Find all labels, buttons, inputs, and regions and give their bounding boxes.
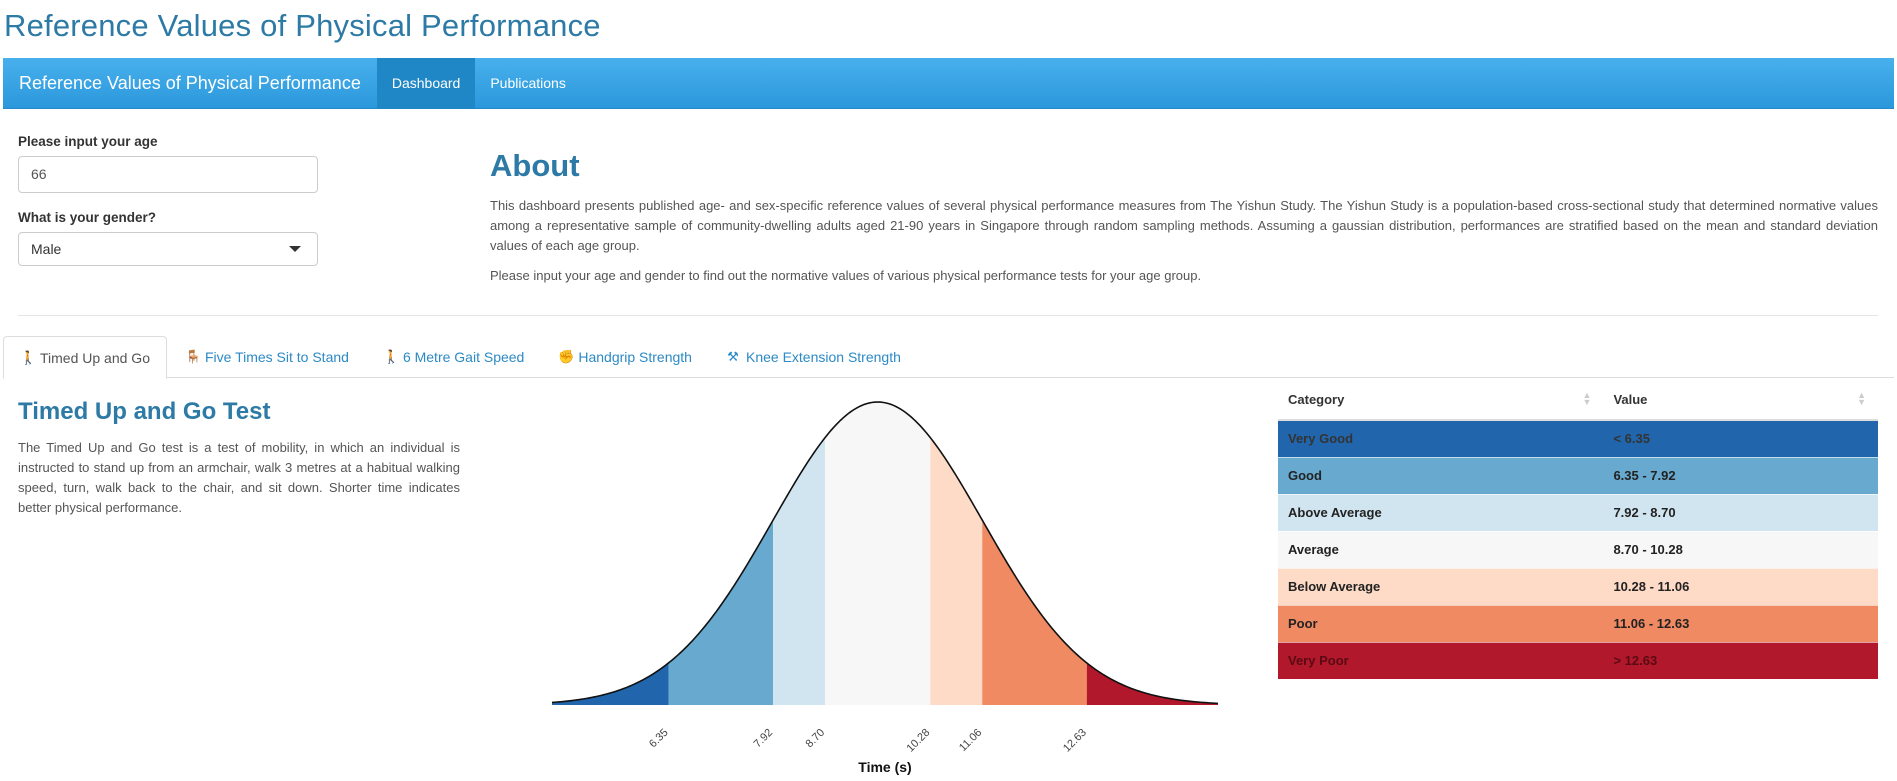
gender-selected-value: Male bbox=[31, 241, 62, 257]
table-row: Above Average 7.92 - 8.70 bbox=[1278, 493, 1878, 531]
about-title: About bbox=[490, 148, 580, 183]
x-axis-label: Time (s) bbox=[858, 759, 911, 775]
tab-label: Timed Up and Go bbox=[40, 349, 150, 366]
value-cell: 10.28 - 11.06 bbox=[1603, 567, 1878, 605]
category-cell: Above Average bbox=[1278, 493, 1604, 531]
normal-distribution-chart: 6.35 7.92 8.70 10.28 11.06 12.63 Time (s) bbox=[551, 401, 1219, 775]
category-cell: Very Poor bbox=[1278, 641, 1604, 679]
section-divider bbox=[18, 315, 1878, 316]
test-tabs: 🚶 Timed Up and Go 🪑 Five Times Sit to St… bbox=[3, 336, 1894, 379]
tab-label: Handgrip Strength bbox=[578, 349, 692, 365]
column-header-value[interactable]: Value ▲ ▼ bbox=[1603, 380, 1878, 421]
distribution-band bbox=[773, 437, 826, 705]
gender-select[interactable]: Male bbox=[18, 232, 318, 266]
distribution-band bbox=[552, 662, 669, 705]
tab-label: 6 Metre Gait Speed bbox=[402, 349, 525, 365]
sort-icon: ▲ ▼ bbox=[1857, 390, 1866, 407]
tab-label: Five Times Sit to Stand bbox=[204, 349, 349, 365]
age-label: Please input your age bbox=[18, 134, 158, 149]
distribution-curve bbox=[551, 401, 1219, 705]
nav-publications[interactable]: Publications bbox=[490, 74, 566, 91]
x-tick-label: 11.06 bbox=[957, 727, 984, 754]
x-tick-label: 6.35 bbox=[647, 727, 671, 751]
category-cell: Below Average bbox=[1278, 567, 1604, 605]
table-row: Very Poor > 12.63 bbox=[1278, 641, 1878, 679]
value-cell: 6.35 - 7.92 bbox=[1603, 456, 1878, 494]
distribution-band bbox=[930, 437, 983, 705]
sort-icon: ▲ ▼ bbox=[1582, 390, 1592, 407]
fist-icon: ✊ bbox=[558, 349, 575, 364]
chair-icon: 🪑 bbox=[184, 349, 202, 364]
x-tick-label: 12.63 bbox=[1061, 727, 1089, 755]
table-body: Very Good < 6.35 Good 6.35 - 7.92 Above Aver… bbox=[1278, 419, 1878, 679]
category-cell: Average bbox=[1278, 530, 1604, 568]
column-header-category[interactable]: Category ▲ ▼ bbox=[1278, 380, 1604, 421]
table-row: Poor 11.06 - 12.63 bbox=[1278, 604, 1878, 642]
column-header-label: Value bbox=[1613, 392, 1648, 407]
nav-dashboard[interactable]: Dashboard bbox=[376, 57, 476, 109]
test-title: Timed Up and Go Test bbox=[18, 398, 271, 425]
x-tick-label: 7.92 bbox=[752, 727, 776, 751]
value-cell: 11.06 - 12.63 bbox=[1603, 604, 1878, 642]
about-description: This dashboard presents published age- a… bbox=[490, 198, 1878, 253]
value-cell: > 12.63 bbox=[1603, 641, 1878, 679]
age-input[interactable]: 66 bbox=[18, 156, 318, 193]
tab-timed-up-and-go[interactable]: 🚶 Timed Up and Go bbox=[3, 336, 167, 379]
distribution-band bbox=[1086, 662, 1218, 705]
test-description: The Timed Up and Go test is a test of mo… bbox=[18, 440, 460, 515]
table-row: Very Good < 6.35 bbox=[1278, 419, 1878, 457]
reference-table: Category ▲ ▼ Value ▲ ▼ Very Good < 6.35 Good… bbox=[1278, 380, 1878, 679]
tab-6-metre-gait-speed[interactable]: 🚶 6 Metre Gait Speed bbox=[367, 336, 540, 378]
about-instructions: Please input your age and gender to find… bbox=[490, 268, 1202, 283]
navbar: Reference Values of Physical Performance… bbox=[3, 57, 1894, 109]
table-row: Average 8.70 - 10.28 bbox=[1278, 530, 1878, 568]
category-cell: Good bbox=[1278, 456, 1604, 494]
table-row: Below Average 10.28 - 11.06 bbox=[1278, 567, 1878, 605]
x-tick-label: 10.28 bbox=[904, 727, 932, 755]
page-title: Reference Values of Physical Performance bbox=[4, 8, 601, 43]
value-cell: < 6.35 bbox=[1603, 419, 1878, 457]
caret-down-icon bbox=[289, 246, 301, 252]
walking-icon: 🚶 bbox=[382, 349, 400, 364]
tab-label: Knee Extension Strength bbox=[745, 349, 901, 365]
value-cell: 8.70 - 10.28 bbox=[1603, 530, 1878, 568]
navbar-brand[interactable]: Reference Values of Physical Performance bbox=[19, 72, 361, 93]
dumbbell-icon: ⚒ bbox=[727, 349, 739, 364]
column-header-label: Category bbox=[1288, 392, 1345, 407]
tab-handgrip-strength[interactable]: ✊ Handgrip Strength bbox=[542, 336, 708, 378]
category-cell: Poor bbox=[1278, 604, 1604, 642]
gender-label: What is your gender? bbox=[18, 210, 157, 225]
table-row: Good 6.35 - 7.92 bbox=[1278, 456, 1878, 494]
x-tick-label: 8.70 bbox=[804, 727, 828, 751]
tab-five-times-sit-to-stand[interactable]: 🪑 Five Times Sit to Stand bbox=[169, 336, 365, 378]
value-cell: 7.92 - 8.70 bbox=[1603, 493, 1878, 531]
distribution-band bbox=[825, 402, 931, 705]
tab-knee-extension-strength[interactable]: ⚒ Knee Extension Strength bbox=[710, 336, 917, 378]
category-cell: Very Good bbox=[1278, 419, 1604, 457]
walking-icon: 🚶 bbox=[20, 349, 37, 365]
